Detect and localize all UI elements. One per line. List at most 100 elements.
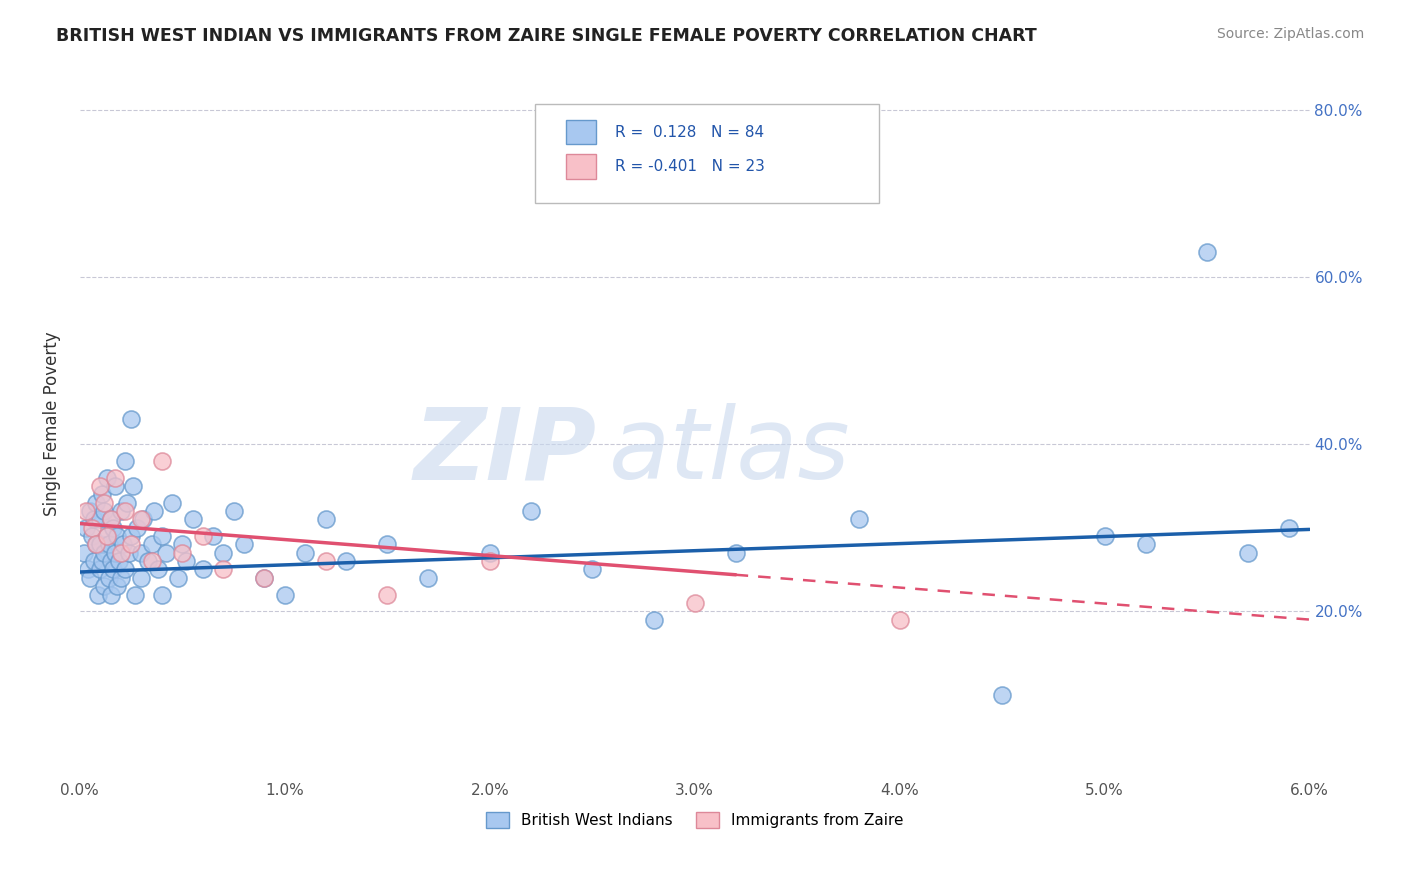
Point xyxy=(848,512,870,526)
Point xyxy=(115,496,138,510)
Point xyxy=(222,504,245,518)
Point xyxy=(93,496,115,510)
Point xyxy=(96,529,118,543)
Point xyxy=(294,546,316,560)
Point xyxy=(191,529,214,543)
Point xyxy=(315,512,337,526)
Point xyxy=(1278,521,1301,535)
Point xyxy=(131,512,153,526)
Point xyxy=(136,554,159,568)
Text: BRITISH WEST INDIAN VS IMMIGRANTS FROM ZAIRE SINGLE FEMALE POVERTY CORRELATION C: BRITISH WEST INDIAN VS IMMIGRANTS FROM Z… xyxy=(56,27,1038,45)
Point xyxy=(83,512,105,526)
Point xyxy=(155,546,177,560)
Point xyxy=(89,479,111,493)
Point xyxy=(96,529,118,543)
Point xyxy=(111,537,134,551)
Point xyxy=(89,537,111,551)
Point xyxy=(84,537,107,551)
Point xyxy=(120,412,142,426)
Point xyxy=(167,571,190,585)
Point xyxy=(100,554,122,568)
Point xyxy=(77,562,100,576)
Point xyxy=(519,504,541,518)
Point xyxy=(79,571,101,585)
Point xyxy=(104,479,127,493)
Point xyxy=(1135,537,1157,551)
Point xyxy=(375,588,398,602)
Point xyxy=(191,562,214,576)
Point xyxy=(114,454,136,468)
Point xyxy=(253,571,276,585)
Point xyxy=(581,562,603,576)
Point xyxy=(478,554,501,568)
Point xyxy=(101,562,124,576)
Point xyxy=(120,529,142,543)
Point xyxy=(160,496,183,510)
Point xyxy=(104,470,127,484)
Point xyxy=(110,546,132,560)
Point xyxy=(212,562,235,576)
Text: atlas: atlas xyxy=(609,403,851,500)
Point xyxy=(101,521,124,535)
Point xyxy=(82,521,104,535)
Point xyxy=(122,479,145,493)
Point xyxy=(84,537,107,551)
Point xyxy=(150,529,173,543)
Point xyxy=(127,521,149,535)
Point xyxy=(118,546,141,560)
Text: R =  0.128   N = 84: R = 0.128 N = 84 xyxy=(614,125,763,139)
Point xyxy=(141,554,163,568)
Point xyxy=(146,562,169,576)
Point xyxy=(105,529,128,543)
Point xyxy=(120,537,142,551)
Point xyxy=(131,571,153,585)
Point xyxy=(75,521,97,535)
Point xyxy=(91,487,114,501)
Point xyxy=(181,512,204,526)
Point xyxy=(141,537,163,551)
Point xyxy=(889,613,911,627)
Point xyxy=(83,554,105,568)
Point xyxy=(274,588,297,602)
Point xyxy=(1195,245,1218,260)
Point xyxy=(100,588,122,602)
Point xyxy=(97,571,120,585)
Y-axis label: Single Female Poverty: Single Female Poverty xyxy=(44,331,60,516)
Text: R = -0.401   N = 23: R = -0.401 N = 23 xyxy=(614,159,765,174)
Point xyxy=(1237,546,1260,560)
Point xyxy=(202,529,225,543)
Point xyxy=(105,579,128,593)
Point xyxy=(375,537,398,551)
Point xyxy=(108,554,131,568)
Point xyxy=(110,504,132,518)
Point xyxy=(73,546,96,560)
Point xyxy=(87,588,110,602)
Point xyxy=(89,562,111,576)
Point xyxy=(75,504,97,518)
Point xyxy=(97,537,120,551)
Point xyxy=(96,470,118,484)
Point xyxy=(93,504,115,518)
Point xyxy=(172,537,194,551)
FancyBboxPatch shape xyxy=(565,153,596,178)
Point xyxy=(176,554,198,568)
Point xyxy=(100,512,122,526)
Point xyxy=(82,529,104,543)
Point xyxy=(91,554,114,568)
Point xyxy=(142,504,165,518)
Point xyxy=(79,504,101,518)
Point xyxy=(478,546,501,560)
Point xyxy=(110,571,132,585)
Point xyxy=(104,546,127,560)
Point xyxy=(93,579,115,593)
Point xyxy=(100,512,122,526)
Point xyxy=(335,554,357,568)
Point xyxy=(232,537,254,551)
Legend: British West Indians, Immigrants from Zaire: British West Indians, Immigrants from Za… xyxy=(479,806,910,834)
Point xyxy=(172,546,194,560)
Point xyxy=(131,546,153,560)
Point xyxy=(315,554,337,568)
Text: Source: ZipAtlas.com: Source: ZipAtlas.com xyxy=(1216,27,1364,41)
Point xyxy=(991,688,1014,702)
Point xyxy=(683,596,706,610)
